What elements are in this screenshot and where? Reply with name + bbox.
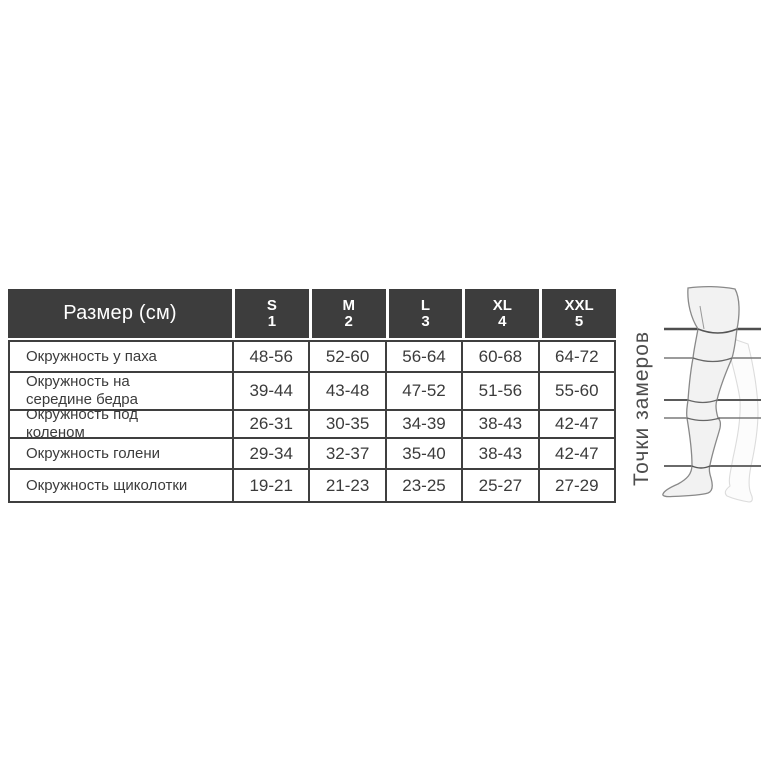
- size-letter: S: [266, 296, 277, 314]
- cell-groin-xxl: 64-72: [537, 340, 614, 371]
- band-ankle: [691, 465, 711, 469]
- header-cell-size-label: Размер (см): [8, 289, 232, 338]
- size-table: Размер (см) S 1 M 2 L 3 XL 4 XXL 5: [8, 289, 616, 503]
- size-number: 4: [498, 312, 507, 330]
- row-label-ankle: Окружность щиколотки: [8, 468, 232, 501]
- cell-calf-xxl: 42-47: [537, 437, 614, 468]
- cell-below-knee-xl: 38-43: [461, 409, 538, 437]
- cell-mid-thigh-xxl: 55-60: [537, 371, 614, 409]
- row-label-below-knee: Окружность под коленом: [8, 406, 232, 441]
- cell-groin-s: 48-56: [232, 340, 309, 371]
- cell-below-knee-m: 30-35: [308, 409, 385, 437]
- cell-groin-xl: 60-68: [461, 340, 538, 371]
- size-letter: XXL: [564, 296, 594, 314]
- header-cell-xl: XL 4: [462, 289, 540, 338]
- cell-groin-m: 52-60: [308, 340, 385, 371]
- row-label-groin: Окружность у паха: [8, 340, 232, 371]
- ghost-leg-outline: [724, 335, 759, 503]
- cell-ankle-xl: 25-27: [461, 468, 538, 501]
- leg-measurement-diagram: [662, 285, 761, 503]
- cell-below-knee-s: 26-31: [232, 409, 309, 437]
- size-table-header-row: Размер (см) S 1 M 2 L 3 XL 4 XXL 5: [8, 289, 616, 338]
- cell-calf-xl: 38-43: [461, 437, 538, 468]
- size-letter: M: [342, 296, 355, 314]
- cell-mid-thigh-xl: 51-56: [461, 371, 538, 409]
- cell-mid-thigh-l: 47-52: [384, 371, 462, 409]
- cell-below-knee-xxl: 42-47: [537, 409, 614, 437]
- band-mid-thigh: [692, 357, 733, 363]
- size-number: 3: [421, 312, 430, 330]
- cell-mid-thigh-s: 39-44: [232, 371, 309, 409]
- cell-ankle-s: 19-21: [232, 468, 309, 501]
- size-unit-label: Размер (см): [63, 302, 177, 324]
- row-label-calf: Окружность голени: [8, 437, 232, 468]
- cell-ankle-l: 23-25: [384, 468, 462, 501]
- size-number: 2: [344, 312, 353, 330]
- header-cell-m: M 2: [308, 289, 386, 338]
- row-label-mid-thigh: Окружность на середине бедра: [8, 371, 232, 409]
- band-groin: [697, 328, 738, 334]
- cell-calf-m: 32-37: [308, 437, 385, 468]
- cell-calf-s: 29-34: [232, 437, 309, 468]
- cell-ankle-m: 21-23: [308, 468, 385, 501]
- cell-mid-thigh-m: 43-48: [308, 371, 385, 409]
- header-cell-l: L 3: [385, 289, 463, 338]
- cell-below-knee-l: 34-39: [384, 409, 462, 437]
- size-letter: L: [420, 296, 431, 314]
- size-letter: XL: [492, 296, 512, 314]
- band-below-knee: [687, 399, 718, 404]
- size-number: 5: [574, 312, 584, 330]
- cell-calf-l: 35-40: [384, 437, 462, 468]
- header-cell-xxl: XXL 5: [539, 289, 616, 338]
- thigh-crease-line: [699, 305, 705, 330]
- size-table-body: Окружность у паха 48-56 52-60 56-64 60-6…: [8, 340, 616, 503]
- cell-ankle-xxl: 27-29: [537, 468, 614, 501]
- header-cell-s: S 1: [232, 289, 309, 338]
- cell-groin-l: 56-64: [384, 340, 462, 371]
- size-number: 1: [267, 312, 277, 330]
- band-calf: [686, 417, 721, 422]
